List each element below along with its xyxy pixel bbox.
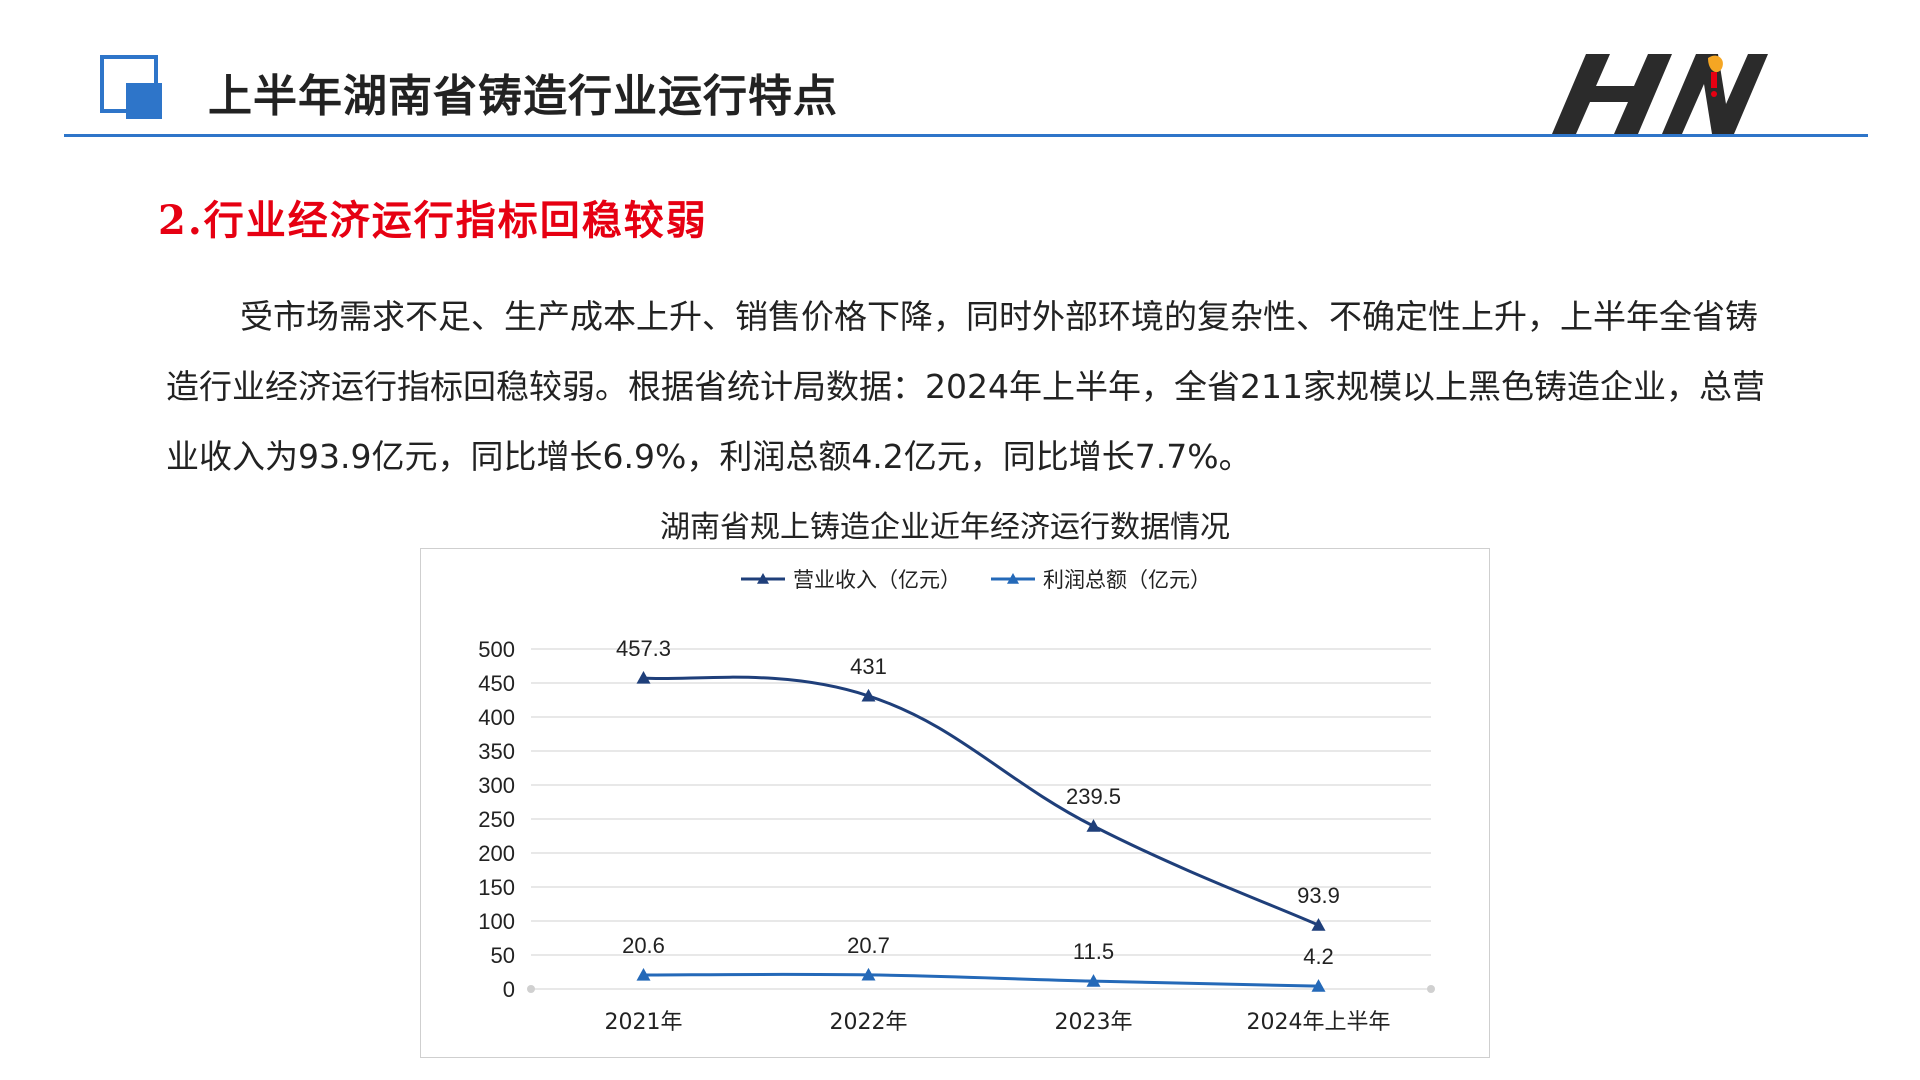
- data-point-marker: [861, 967, 876, 981]
- legend-marker-1: [757, 573, 769, 584]
- data-point-marker: [861, 688, 876, 702]
- legend-marker-2: [1007, 573, 1019, 584]
- x-tick-label: 2023年: [1055, 1010, 1133, 1035]
- data-point-marker: [1311, 979, 1326, 992]
- y-tick-label: 0: [503, 977, 515, 1002]
- header-divider: [64, 134, 1868, 137]
- y-tick-label: 250: [478, 807, 515, 832]
- legend-label-2: 利润总额（亿元）: [1043, 568, 1211, 592]
- y-tick-label: 200: [478, 841, 515, 866]
- data-point-marker: [636, 671, 651, 684]
- y-tick-label: 150: [478, 875, 515, 900]
- data-label: 4.2: [1303, 944, 1334, 969]
- data-label: 93.9: [1297, 883, 1340, 908]
- y-tick-label: 50: [491, 943, 515, 968]
- data-label: 457.3: [616, 636, 671, 661]
- series-line-2: [643, 972, 1319, 988]
- axis-end-dot: [1427, 985, 1435, 993]
- axis-start-dot: [527, 985, 535, 993]
- y-tick-label: 450: [478, 671, 515, 696]
- body-paragraph: 受市场需求不足、生产成本上升、销售价格下降，同时外部环境的复杂性、不确定性上升，…: [166, 297, 1765, 476]
- x-tick-label: 2022年: [830, 1010, 908, 1035]
- y-tick-label: 500: [478, 637, 515, 662]
- y-tick-label: 100: [478, 909, 515, 934]
- y-tick-label: 350: [478, 739, 515, 764]
- section-title: 2.行业经济运行指标回稳较弱: [158, 197, 708, 244]
- data-label: 239.5: [1066, 784, 1121, 809]
- page-title: 上半年湖南省铸造行业运行特点: [208, 71, 838, 122]
- y-tick-label: 400: [478, 705, 515, 730]
- chart-area: 0 50 100 150 200 250 300 350 400 450 500 2021年 2022年…: [420, 548, 1490, 1058]
- header-square-icon: [100, 55, 166, 121]
- line-chart: 0 50 100 150 200 250 300 350 400 450 500 2021年 2022年…: [478, 568, 1435, 1035]
- data-label: 20.7: [847, 933, 890, 958]
- data-point-marker: [1086, 819, 1101, 832]
- data-point-marker: [636, 967, 651, 981]
- chart-title: 湖南省规上铸造企业近年经济运行数据情况: [660, 510, 1230, 545]
- data-label: 11.5: [1073, 939, 1114, 964]
- legend-label-1: 营业收入（亿元）: [793, 568, 961, 592]
- data-point-marker: [1086, 974, 1101, 987]
- data-label: 20.6: [622, 933, 665, 958]
- data-label: 431: [850, 654, 887, 679]
- x-tick-label: 2024年上半年: [1247, 1010, 1391, 1035]
- hn-logo: [1552, 54, 1768, 134]
- y-tick-label: 300: [478, 773, 515, 798]
- x-tick-label: 2021年: [605, 1010, 683, 1035]
- series-line-1: [643, 675, 1320, 927]
- data-point-marker: [1311, 918, 1326, 931]
